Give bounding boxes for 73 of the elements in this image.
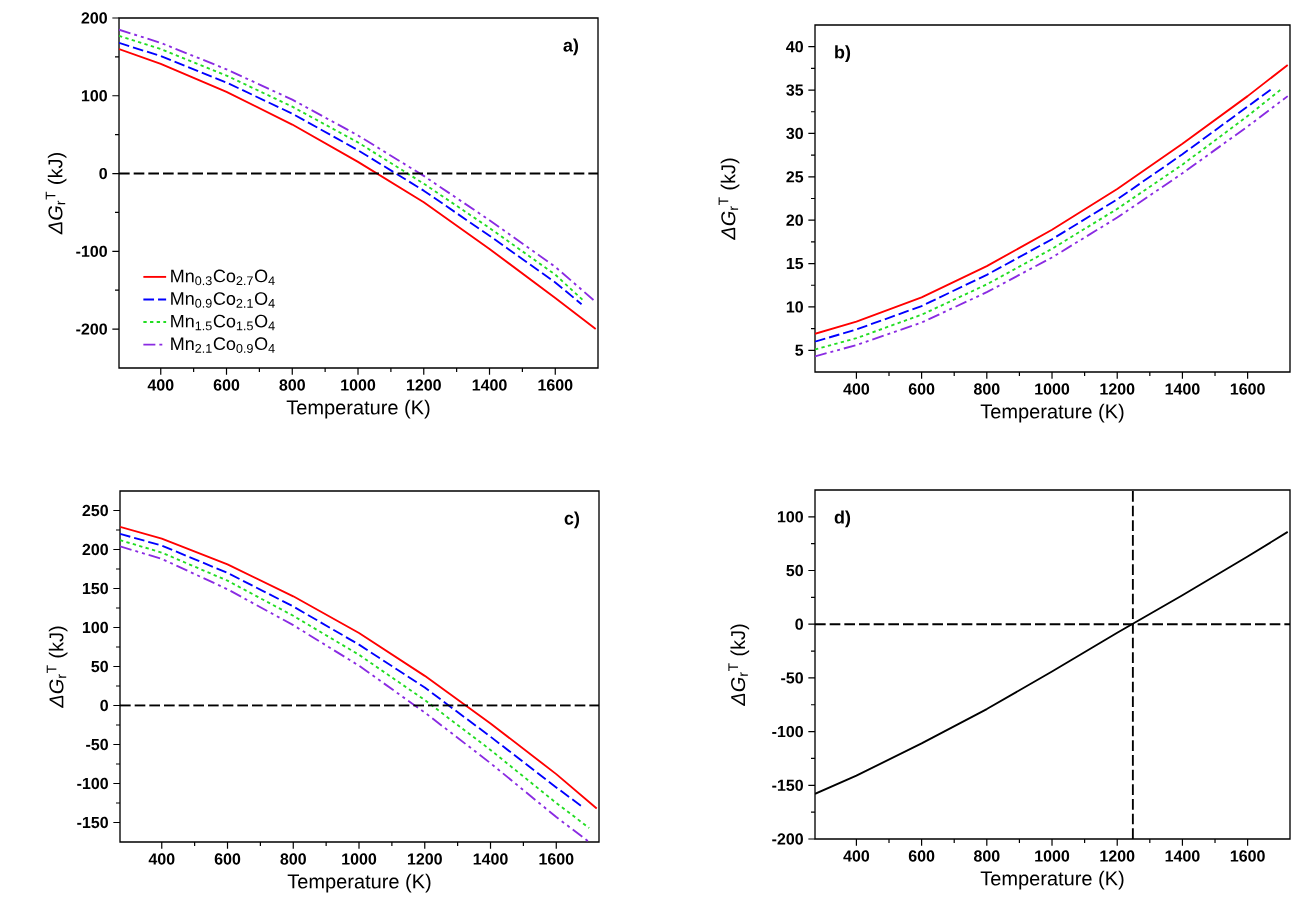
x-tick-label: 1200 xyxy=(1100,850,1135,862)
legend-label: Mn$_{1.5}$Co$_{1.5}$O$_{4}$ xyxy=(171,314,275,331)
annotation: a) xyxy=(563,38,579,56)
y-axis-title: ΔG$_{r}$$^{T}$ (kJ) xyxy=(46,626,68,709)
y-tick-label: 15 xyxy=(786,257,804,270)
y-tick-label: 200 xyxy=(81,12,107,24)
y-tick-label: 40 xyxy=(786,41,803,53)
x-tick-label: 1000 xyxy=(1035,383,1070,395)
y-axis-title: ΔG$_{r}$$^{T}$ (kJ) xyxy=(718,158,740,241)
x-tick-label: 1000 xyxy=(1035,850,1070,862)
y-tick-label: -200 xyxy=(76,323,107,335)
y-tick-label: 50 xyxy=(786,564,803,577)
x-tick-label: 1200 xyxy=(407,853,442,865)
x-tick-label: 400 xyxy=(147,379,174,391)
annotation: c) xyxy=(564,511,580,529)
y-tick-label: 100 xyxy=(82,621,108,634)
x-tick-label: 400 xyxy=(148,853,175,865)
x-tick-label: 800 xyxy=(973,383,1000,395)
y-axis-title: ΔG$_{r}$$^{T}$ (kJ) xyxy=(45,153,67,235)
x-axis-title: Temperature (K) xyxy=(287,873,431,893)
x-tick-label: 600 xyxy=(908,383,935,395)
x-tick-label: 1200 xyxy=(1100,383,1135,395)
x-tick-label: 1400 xyxy=(472,379,507,391)
y-tick-label: 0 xyxy=(99,167,107,180)
y-tick-label: 100 xyxy=(81,90,107,102)
x-tick-label: 1400 xyxy=(473,853,508,865)
x-axis-title: Temperature (K) xyxy=(286,399,430,419)
x-tick-label: 800 xyxy=(973,850,1000,862)
x-tick-label: 1600 xyxy=(539,853,574,865)
y-tick-label: 100 xyxy=(777,511,803,523)
y-tick-label: -50 xyxy=(781,672,803,684)
x-tick-label: 1000 xyxy=(341,379,376,391)
annotation: d) xyxy=(834,510,851,528)
x-tick-label: 600 xyxy=(214,853,241,865)
x-tick-label: 600 xyxy=(213,379,240,391)
y-tick-label: 0 xyxy=(795,618,803,630)
legend-label: Mn$_{2.1}$Co$_{0.9}$O$_{4}$ xyxy=(171,337,275,353)
x-tick-label: 400 xyxy=(843,850,870,862)
y-tick-label: 200 xyxy=(82,543,108,556)
y-tick-label: -150 xyxy=(772,779,803,791)
x-tick-label: 1600 xyxy=(1230,383,1265,395)
y-axis-title: ΔG$_{r}$$^{T}$ (kJ) xyxy=(728,624,750,707)
x-tick-label: 1600 xyxy=(538,379,573,391)
y-tick-label: -100 xyxy=(76,245,107,257)
x-axis-title: Temperature (K) xyxy=(980,870,1124,890)
legend-label: Mn$_{0.3}$Co$_{2.7}$O$_{4}$ xyxy=(171,269,275,286)
y-tick-label: -200 xyxy=(772,833,803,845)
y-tick-label: -150 xyxy=(77,816,108,829)
y-tick-label: 35 xyxy=(786,84,804,96)
y-tick-label: 0 xyxy=(100,699,108,712)
x-tick-label: 1000 xyxy=(342,853,377,865)
x-axis-title: Temperature (K) xyxy=(980,403,1124,423)
x-tick-label: 1400 xyxy=(1165,850,1200,862)
x-tick-label: 1200 xyxy=(406,379,441,391)
y-tick-label: 20 xyxy=(786,214,803,226)
y-tick-label: 30 xyxy=(786,127,803,140)
legend-label: Mn$_{0.9}$Co$_{2.1}$O$_{4}$ xyxy=(171,292,275,308)
y-tick-label: 25 xyxy=(786,171,804,183)
y-tick-label: -50 xyxy=(86,738,108,751)
y-tick-label: -100 xyxy=(772,725,803,738)
annotation: b) xyxy=(835,45,851,63)
x-tick-label: 1400 xyxy=(1165,383,1200,395)
x-tick-label: 800 xyxy=(280,853,306,865)
y-tick-label: 50 xyxy=(91,660,108,673)
x-tick-label: 400 xyxy=(843,383,870,395)
y-tick-label: 10 xyxy=(786,301,803,313)
y-tick-label: 250 xyxy=(82,504,108,517)
y-tick-label: 5 xyxy=(795,344,804,356)
x-tick-label: 600 xyxy=(908,850,935,862)
x-tick-label: 1600 xyxy=(1230,850,1265,862)
y-tick-label: 150 xyxy=(82,582,108,595)
x-tick-label: 800 xyxy=(279,379,305,391)
y-tick-label: -100 xyxy=(77,777,108,790)
